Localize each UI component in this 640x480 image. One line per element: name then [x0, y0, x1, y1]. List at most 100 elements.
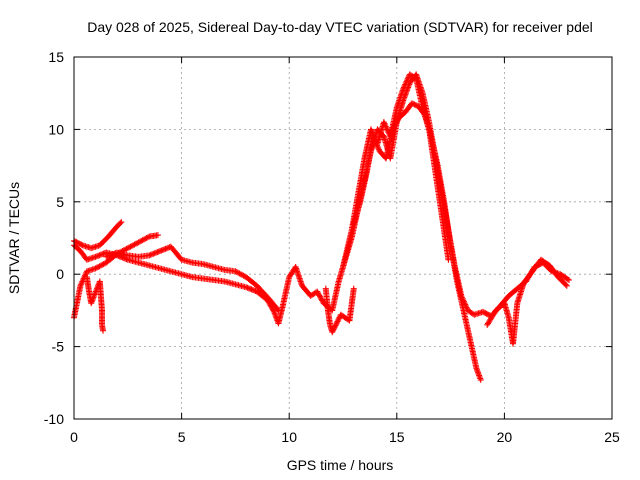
- data-point: [92, 290, 99, 297]
- data-point: [369, 129, 376, 136]
- data-point: [124, 245, 131, 252]
- data-point: [270, 307, 277, 314]
- data-point: [131, 241, 138, 248]
- data-point: [393, 118, 400, 125]
- data-point: [318, 296, 325, 303]
- data-point: [381, 120, 388, 127]
- data-point: [329, 329, 336, 336]
- y-tick-label: -10: [44, 411, 64, 427]
- data-point: [372, 139, 379, 146]
- data-point: [393, 119, 400, 126]
- y-tick-label: -5: [52, 339, 65, 355]
- data-point: [370, 133, 377, 140]
- data-point: [240, 272, 247, 279]
- series-early-mid: [103, 243, 282, 314]
- data-point: [117, 220, 124, 227]
- data-point: [390, 125, 397, 132]
- data-point: [402, 81, 409, 88]
- data-point: [333, 319, 340, 326]
- data-point: [95, 263, 102, 270]
- data-point: [563, 282, 570, 289]
- y-tick-label: 15: [48, 49, 64, 65]
- data-point: [477, 376, 484, 383]
- data-point: [314, 288, 321, 295]
- data-point: [317, 293, 324, 300]
- data-point: [78, 279, 85, 286]
- x-tick-label: 15: [389, 429, 405, 445]
- data-point: [100, 327, 107, 334]
- series-lower-band: [350, 100, 484, 383]
- data-point: [314, 289, 321, 296]
- data-point: [144, 234, 151, 241]
- data-point: [332, 322, 339, 329]
- data-point: [372, 137, 379, 144]
- data-point: [132, 240, 139, 247]
- series-early-rise: [71, 232, 161, 321]
- data-point: [82, 271, 89, 278]
- data-point: [380, 119, 387, 126]
- x-tick-label: 0: [70, 429, 78, 445]
- data-point: [78, 281, 85, 288]
- data-point: [315, 291, 322, 298]
- data-point: [412, 102, 419, 109]
- data-point: [400, 84, 407, 91]
- data-point: [404, 77, 411, 84]
- data-point: [565, 276, 572, 283]
- data-point: [97, 262, 104, 269]
- series-late-lower: [484, 256, 570, 347]
- data-point: [139, 237, 146, 244]
- data-point: [118, 219, 125, 226]
- data-point: [126, 244, 133, 251]
- data-point: [232, 268, 239, 275]
- data-point: [370, 135, 377, 142]
- series-dropouts-a: [83, 274, 107, 334]
- data-point: [382, 122, 389, 129]
- data-point: [90, 294, 97, 301]
- data-point: [88, 300, 95, 307]
- x-tick-label: 5: [178, 429, 186, 445]
- data-point: [400, 85, 407, 92]
- tick-labels: 0 5 10 15 20 25 -10 -5 0 5 10 15: [44, 49, 620, 445]
- data-point: [78, 241, 85, 248]
- data-point: [123, 245, 130, 252]
- data-point: [331, 325, 338, 332]
- data-point: [127, 243, 134, 250]
- data-point: [350, 285, 357, 292]
- data-point: [275, 307, 282, 314]
- series-upper-band: [340, 71, 452, 270]
- data-point: [562, 281, 569, 288]
- data-point: [374, 143, 381, 150]
- chart-title: Day 028 of 2025, Sidereal Day-to-day VTE…: [87, 19, 593, 35]
- x-tick-label: 10: [281, 429, 297, 445]
- data-point: [394, 117, 401, 124]
- data-point: [373, 140, 380, 147]
- data-point: [236, 270, 243, 277]
- y-tick-label: 0: [56, 266, 64, 282]
- data-point: [334, 318, 341, 325]
- data-point: [274, 306, 281, 313]
- x-axis-label: GPS time / hours: [287, 457, 394, 473]
- data-point: [93, 264, 100, 271]
- data-point: [390, 123, 397, 130]
- data-point: [239, 271, 246, 278]
- data-point: [91, 291, 98, 298]
- data-point: [403, 78, 410, 85]
- data-point: [89, 297, 96, 304]
- data-point: [89, 295, 96, 302]
- data-point: [316, 292, 323, 299]
- data-point: [134, 240, 141, 247]
- data-point: [330, 326, 337, 333]
- series-early-upper: [71, 219, 125, 252]
- data-point: [130, 242, 137, 249]
- data-point: [420, 110, 427, 117]
- data-point: [79, 278, 86, 285]
- data-point: [142, 235, 149, 242]
- data-point: [389, 126, 396, 133]
- data-point: [235, 269, 242, 276]
- data-point: [374, 142, 381, 149]
- data-point: [375, 145, 382, 152]
- plot-frame: [73, 56, 613, 420]
- series-dropouts-b: [322, 285, 357, 336]
- y-tick-label: 5: [56, 194, 64, 210]
